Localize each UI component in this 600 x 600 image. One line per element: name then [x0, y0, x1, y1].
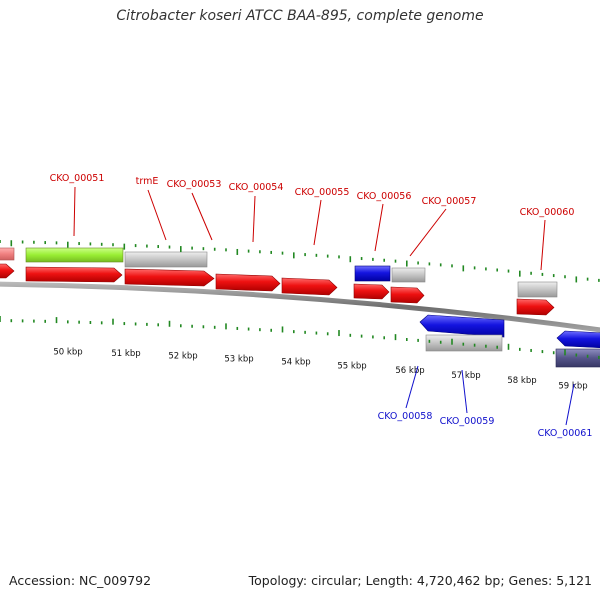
label-leader-line [405, 365, 419, 409]
label-leader-line [191, 192, 213, 241]
cds-reverse-arrow [556, 330, 600, 349]
other-feature [555, 348, 600, 368]
gene-label: CKO_00054 [229, 182, 284, 193]
scale-label: 56 kbp [395, 366, 424, 376]
scale-label: 54 kbp [281, 358, 310, 368]
gene-label: CKO_00051 [50, 173, 105, 184]
label-leader-line [409, 208, 447, 257]
gene-label: CKO_00061 [538, 428, 593, 439]
scale-label: 53 kbp [224, 354, 253, 364]
gene-label: CKO_00058 [378, 411, 433, 422]
scale-label: 51 kbp [111, 349, 140, 359]
scale-label: 52 kbp [168, 351, 197, 361]
gene-label: CKO_00056 [357, 191, 412, 202]
trna-feature [25, 247, 124, 263]
gene-block [517, 281, 558, 298]
cds-forward-arrow [124, 268, 215, 287]
cds-forward-arrow [25, 266, 123, 283]
cds-forward-arrow [281, 277, 338, 296]
gene-label: CKO_00057 [422, 196, 477, 207]
scale-label: 55 kbp [337, 361, 366, 371]
scale-label: 50 kbp [53, 347, 82, 357]
gene-label: CKO_00053 [167, 179, 222, 190]
gene-block [124, 251, 208, 268]
label-leader-line [147, 189, 167, 241]
cds-forward-arrow [516, 298, 555, 316]
genome-backbone [0, 281, 600, 333]
gene-label: CKO_00060 [520, 207, 575, 218]
gene-label: CKO_00059 [440, 416, 495, 427]
gene-label: CKO_00055 [295, 187, 350, 198]
label-leader-line [73, 186, 76, 237]
gene-block [0, 247, 15, 261]
label-leader-line [374, 203, 384, 252]
cds-forward-arrow [215, 273, 281, 292]
scale-label: 58 kbp [507, 376, 536, 386]
label-leader-line [565, 383, 575, 426]
label-leader-line [252, 195, 256, 243]
cds-forward-arrow [353, 283, 390, 300]
label-leader-line [313, 199, 322, 246]
topology-label: Topology: circular; Length: 4,720,462 bp… [248, 573, 592, 588]
gene-block [391, 267, 426, 283]
label-leader-line [461, 369, 468, 414]
cds-forward-arrow [0, 263, 15, 279]
label-leader-line [540, 219, 546, 271]
gene-label: trmE [136, 176, 159, 187]
cds-forward-arrow [390, 286, 425, 304]
inner-tick-row [0, 316, 600, 359]
cds-reverse-arrow [419, 314, 505, 338]
scale-label: 57 kbp [451, 371, 480, 381]
scale-labels: 50 kbp 51 kbp 52 kbp 53 kbp 54 kbp 55 kbp 56 k… [53, 347, 587, 391]
feature-labels: CKO_00051 trmE CKO_00053 CKO_00054 CKO_00055… [50, 173, 593, 439]
cds-forward-block [354, 265, 391, 282]
map-title: Citrobacter koseri ATCC BAA-895, complet… [116, 8, 484, 24]
accession-label: Accession: NC_009792 [9, 573, 152, 588]
outer-tick-row [0, 240, 600, 283]
